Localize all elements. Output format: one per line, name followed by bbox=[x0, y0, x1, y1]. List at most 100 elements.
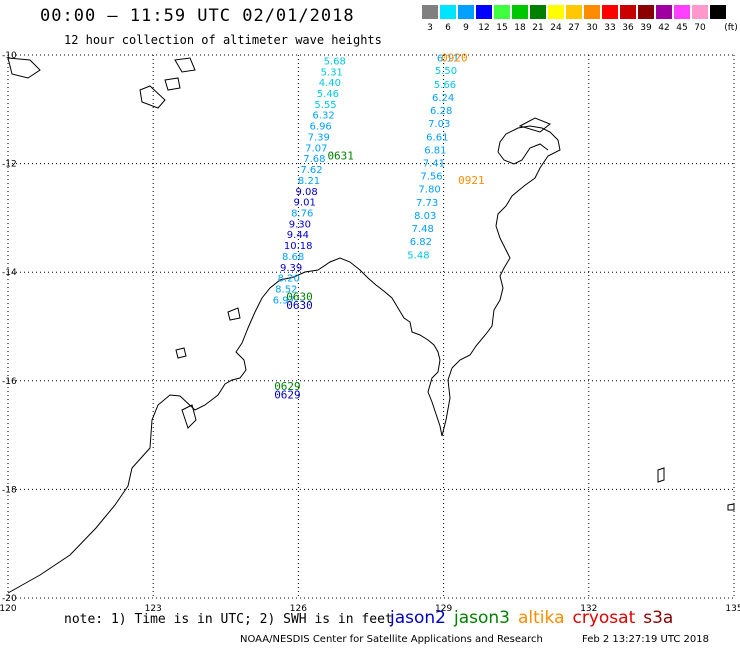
color-scale-label: 3 bbox=[427, 23, 433, 33]
color-scale-swatch bbox=[674, 5, 690, 19]
color-scale-swatch bbox=[548, 5, 564, 19]
pass-time-label: 0629 bbox=[274, 388, 301, 401]
color-scale-swatch bbox=[530, 5, 546, 19]
legend-item: s3a bbox=[643, 608, 674, 628]
swh-value-label: 5.31 bbox=[321, 67, 343, 78]
page-title: 00:00 – 11:59 UTC 02/01/2018 bbox=[40, 6, 355, 26]
swh-value-label: 7.48 bbox=[412, 224, 434, 235]
swh-value-label: 6.32 bbox=[312, 111, 334, 122]
swh-value-label: 6.82 bbox=[410, 237, 432, 248]
swh-value-label: 7.80 bbox=[418, 185, 440, 196]
color-scale-swatch bbox=[602, 5, 618, 19]
swh-value-label: 7.03 bbox=[428, 119, 450, 130]
lat-lon-grid bbox=[7, 54, 735, 599]
swh-value-label: 4.40 bbox=[319, 78, 341, 89]
pass-time-label: 0631 bbox=[327, 149, 354, 162]
color-scale-swatch bbox=[458, 5, 474, 19]
color-scale-swatch bbox=[494, 5, 510, 19]
color-scale-swatch bbox=[656, 5, 672, 19]
lat-tick-label: -12 bbox=[2, 160, 17, 170]
lon-tick-label: 135 bbox=[725, 604, 740, 614]
color-scale-label: 70 bbox=[694, 23, 706, 33]
swh-value-label: 7.73 bbox=[416, 198, 438, 209]
island-1 bbox=[7, 57, 41, 79]
swh-value-label: 6.28 bbox=[430, 106, 452, 117]
color-scale-label: 21 bbox=[532, 23, 544, 33]
swh-value-label: 10.18 bbox=[284, 241, 313, 252]
island-6 bbox=[518, 117, 551, 133]
color-scale-unit: (ft) bbox=[724, 23, 738, 33]
color-scale-label: 33 bbox=[604, 23, 616, 33]
axis-tick-labels: 120 123 126 129 132 135 -10 -12 -14 -16 -18 -20 bbox=[0, 51, 740, 614]
swh-value-label: 7.68 bbox=[303, 154, 325, 165]
color-scale-swatch bbox=[692, 5, 708, 19]
color-scale-swatch bbox=[566, 5, 582, 19]
lon-tick-label: 129 bbox=[435, 604, 452, 614]
coastline bbox=[7, 57, 735, 594]
lat-tick-label: -16 bbox=[2, 377, 17, 387]
swh-value-label: 6.81 bbox=[424, 145, 446, 156]
footer-timestamp: Feb 2 13:27:19 UTC 2018 bbox=[582, 634, 709, 645]
swh-value-label: 8.20 bbox=[278, 274, 300, 285]
swh-value-label: 7.41 bbox=[423, 159, 445, 170]
color-scale-swatch bbox=[620, 5, 636, 19]
lon-tick-label: 120 bbox=[0, 604, 17, 614]
legend-item: jason2 bbox=[390, 608, 446, 628]
island-3 bbox=[174, 57, 196, 73]
pass-time-label: 0921 bbox=[458, 174, 485, 187]
lon-tick-label: 132 bbox=[580, 604, 597, 614]
coastline-east bbox=[441, 125, 561, 437]
page-subtitle: 12 hour collection of altimeter wave hei… bbox=[64, 33, 382, 47]
island-2 bbox=[139, 85, 166, 109]
color-scale-swatch bbox=[638, 5, 654, 19]
color-scale-label: 39 bbox=[640, 23, 652, 33]
color-scale-label: 15 bbox=[496, 23, 508, 33]
island-5 bbox=[657, 467, 665, 483]
island-4 bbox=[164, 77, 181, 91]
swh-value-label: 6.11 bbox=[437, 54, 459, 65]
color-scale-label: 24 bbox=[550, 23, 562, 33]
swh-value-label: 6.97 bbox=[273, 295, 295, 306]
swh-value-label: 6.61 bbox=[426, 132, 448, 143]
swh-value-label: 8.21 bbox=[298, 176, 320, 187]
pass-time-label: 0630 bbox=[286, 291, 313, 304]
swh-value-label: 5.50 bbox=[435, 66, 457, 77]
swh-value-label: 8.68 bbox=[282, 252, 304, 263]
pass-time-label: 0629 bbox=[274, 380, 301, 393]
coastline-west bbox=[7, 257, 443, 594]
lon-tick-label: 126 bbox=[290, 604, 307, 614]
swh-value-label: 7.62 bbox=[300, 165, 322, 176]
swh-value-label: 6.24 bbox=[432, 93, 454, 104]
color-scale-swatch bbox=[512, 5, 528, 19]
swh-value-label: 9.01 bbox=[294, 198, 316, 209]
swh-value-label: 5.46 bbox=[317, 89, 339, 100]
island-8 bbox=[181, 404, 197, 429]
lat-tick-label: -18 bbox=[2, 485, 17, 495]
legend-item: altika bbox=[518, 608, 565, 628]
color-scale-swatch bbox=[422, 5, 438, 19]
swh-value-label: 5.66 bbox=[434, 80, 456, 91]
swh-value-label: 8.03 bbox=[414, 211, 436, 222]
satellite-tracks: 5.685.314.405.465.556.326.967.397.077.68… bbox=[273, 52, 485, 402]
swh-value-label: 9.39 bbox=[280, 263, 302, 274]
color-scale-label: 18 bbox=[514, 23, 526, 33]
color-scale-label: 9 bbox=[463, 23, 469, 33]
satellite-legend: jason2 jason3 altika cryosat s3a bbox=[390, 608, 681, 628]
swh-value-label: 7.39 bbox=[308, 132, 330, 143]
color-scale-swatch bbox=[584, 5, 600, 19]
pass-time-label: 0630 bbox=[286, 299, 313, 312]
island-9 bbox=[175, 347, 187, 359]
color-scale-label: 12 bbox=[478, 23, 490, 33]
legend-item: cryosat bbox=[572, 608, 636, 628]
swh-value-label: 9.08 bbox=[295, 187, 317, 198]
footer-credit: NOAA/NESDIS Center for Satellite Applica… bbox=[240, 634, 543, 645]
swh-value-label: 6.96 bbox=[310, 122, 332, 133]
swh-value-label: 9.44 bbox=[287, 230, 309, 241]
lat-tick-label: -20 bbox=[2, 594, 17, 604]
northern-peninsula bbox=[497, 143, 549, 165]
lat-tick-label: -10 bbox=[2, 51, 17, 61]
swh-value-label: 8.52 bbox=[275, 284, 297, 295]
island-10 bbox=[227, 307, 241, 321]
color-scale-label: 27 bbox=[568, 23, 580, 33]
